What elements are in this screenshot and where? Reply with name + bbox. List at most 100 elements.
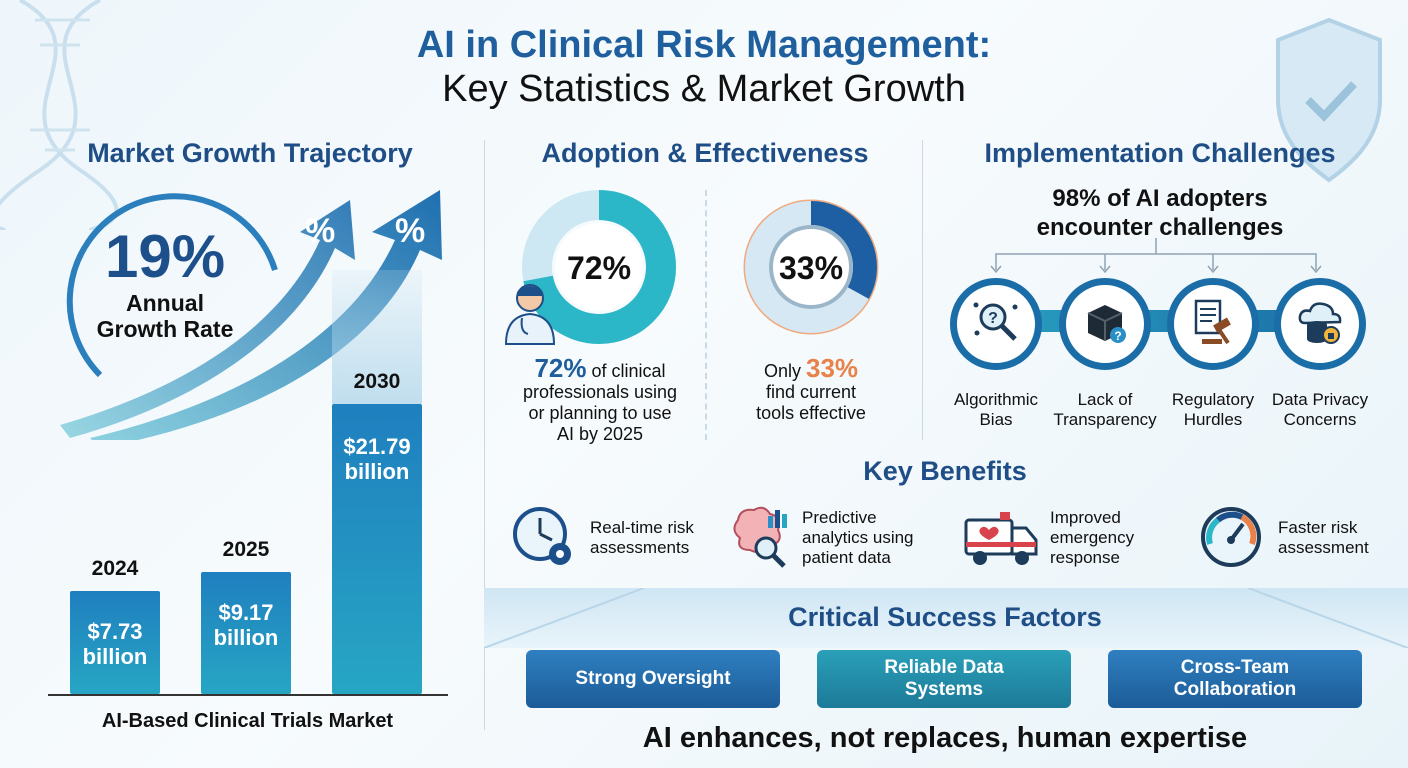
benefit-label: Real-time risk assessments [590, 518, 720, 558]
market-bar-year: 2024 [91, 557, 139, 580]
donut1-caption-line2: professionals using [522, 382, 678, 402]
growth-arrow-1 [60, 200, 355, 438]
donut1-caption-highlight: 72% [534, 353, 587, 383]
market-bar-value: $7.73 billion [65, 619, 165, 669]
growth-rate-value: 19% [104, 223, 226, 290]
challenges-stat: 98% of AI adopters encounter challenges [960, 184, 1360, 242]
donut2-caption: Only 33% find current tools effective [725, 355, 897, 424]
market-bar-year: 2025 [222, 538, 270, 561]
shield-background-icon [1276, 17, 1382, 183]
growth-label-line1: Annual [126, 290, 204, 316]
market-bar-year: 2030 [353, 370, 401, 393]
donut-33-arc [745, 201, 877, 333]
csf-item-line2: Collaboration [1173, 679, 1297, 700]
market-footer: AI-Based Clinical Trials Market [101, 710, 394, 732]
challenge-label-line2: Bias [979, 410, 1013, 429]
ambulance-icon [962, 504, 1042, 575]
donut2-caption-line2: find current [765, 382, 857, 402]
gavel-document-icon [1188, 297, 1238, 352]
doctor-icon [504, 284, 556, 345]
market-heading: Market Growth Trajectory [87, 138, 413, 168]
benefit-label-line3: response [1050, 548, 1120, 567]
challenge-label-line1: Data Privacy [1271, 390, 1369, 409]
donut2-caption-pre: Only [763, 361, 806, 381]
page-title-line1: AI in Clinical Risk Management: [416, 24, 992, 66]
market-bar-2030-ghost [332, 270, 422, 404]
arrow-percent-symbol-2: % [395, 212, 426, 250]
donut2-label: 33% [778, 250, 844, 286]
csf-tagline: AI enhances, not replaces, human experti… [642, 722, 1248, 754]
csf-item-text: Cross-Team Collaboration [1174, 657, 1296, 701]
donut2-caption-line3: tools effective [756, 403, 866, 423]
challenges-heading: Implementation Challenges [984, 138, 1336, 168]
magnifier-network-icon: ? [971, 297, 1021, 352]
arrow-percent-symbol-1: % [305, 212, 336, 250]
csf-item-line1: Reliable Data [884, 657, 1004, 678]
csf-item-text: Strong Oversight [575, 668, 730, 690]
challenge-circle [1274, 278, 1366, 370]
market-bar-value-line1: $7.73 [87, 619, 143, 644]
challenges-connector [990, 238, 1322, 274]
challenge-label-line1: Lack of [1077, 390, 1133, 409]
donut2-caption-highlight: 33% [805, 353, 859, 383]
csf-banner [484, 588, 1408, 648]
market-bar-value-line1: $21.79 [343, 434, 411, 459]
benefit-label-line2: analytics using [802, 528, 914, 547]
csf-item-line1: Strong Oversight [575, 668, 731, 689]
benefit-label-line1: Faster risk [1278, 518, 1358, 537]
market-bar-value-line1: $9.17 [218, 600, 274, 625]
donut-72-arc [522, 190, 676, 344]
challenge-label: Regulatory Hurdles [1153, 390, 1273, 430]
donut-chart-33 [743, 199, 879, 335]
csf-item-line1: Cross-Team [1180, 657, 1290, 678]
benefit-label-line1: Predictive [802, 508, 877, 527]
benefits-heading: Key Benefits [863, 456, 1027, 486]
challenges-stat-line1: 98% of AI adopters [1052, 185, 1268, 212]
challenge-label-line2: Concerns [1283, 410, 1357, 429]
benefit-label: Improved emergency response [1050, 508, 1180, 568]
market-bar-value-line2: billion [213, 625, 279, 650]
growth-ring [66, 193, 278, 378]
benefit-label-line2: assessments [590, 538, 690, 557]
growth-rate-label: Annual Growth Rate [80, 290, 250, 342]
adoption-divider [705, 190, 707, 440]
adoption-heading: Adoption & Effectiveness [541, 138, 869, 168]
market-bar-value: $21.79 billion [327, 434, 427, 484]
benefit-label-line2: assessment [1278, 538, 1369, 557]
growth-label-line2: Growth Rate [96, 316, 234, 342]
benefit-label-line3: patient data [802, 548, 891, 567]
challenge-circle: ? [1059, 278, 1151, 370]
challenge-label: Data Privacy Concerns [1260, 390, 1380, 430]
csf-item-text: Reliable Data Systems [884, 657, 1003, 701]
market-bar-value: $9.17 billion [196, 600, 296, 650]
challenge-label-line2: Transparency [1053, 410, 1157, 429]
market-bar-value-line2: billion [82, 644, 148, 669]
csf-heading: Critical Success Factors [788, 602, 1102, 632]
svg-text:?: ? [1114, 329, 1121, 343]
bar-baseline [48, 694, 448, 696]
benefit-label-line1: Real-time risk [590, 518, 694, 537]
donut-33-center [769, 225, 853, 309]
section-divider-left [484, 140, 485, 730]
csf-item: Cross-Team Collaboration [1108, 650, 1362, 708]
svg-text:?: ? [988, 310, 998, 327]
donut1-caption: 72% of clinical professionals using or p… [505, 355, 695, 445]
market-bar-2030 [332, 404, 422, 694]
challenge-label-line2: Hurdles [1183, 410, 1243, 429]
section-divider-right [922, 140, 923, 440]
challenge-label: Lack of Transparency [1045, 390, 1165, 430]
cloud-database-lock-icon [1295, 297, 1345, 352]
challenge-circle [1167, 278, 1259, 370]
donut1-label: 72% [566, 250, 632, 286]
clock-gear-icon [510, 504, 576, 575]
benefit-label: Faster risk assessment [1278, 518, 1408, 558]
donut1-caption-line4: AI by 2025 [556, 424, 644, 444]
speedometer-icon [1198, 504, 1264, 575]
page-title-line2: Key Statistics & Market Growth [442, 68, 966, 110]
challenge-circle: ? [950, 278, 1042, 370]
csf-item: Reliable Data Systems [817, 650, 1071, 708]
donut-72-center [555, 223, 643, 311]
donut1-caption-line3: or planning to use [528, 403, 672, 423]
benefit-label: Predictive analytics using patient data [802, 508, 932, 568]
market-bar-value-line2: billion [344, 459, 410, 484]
